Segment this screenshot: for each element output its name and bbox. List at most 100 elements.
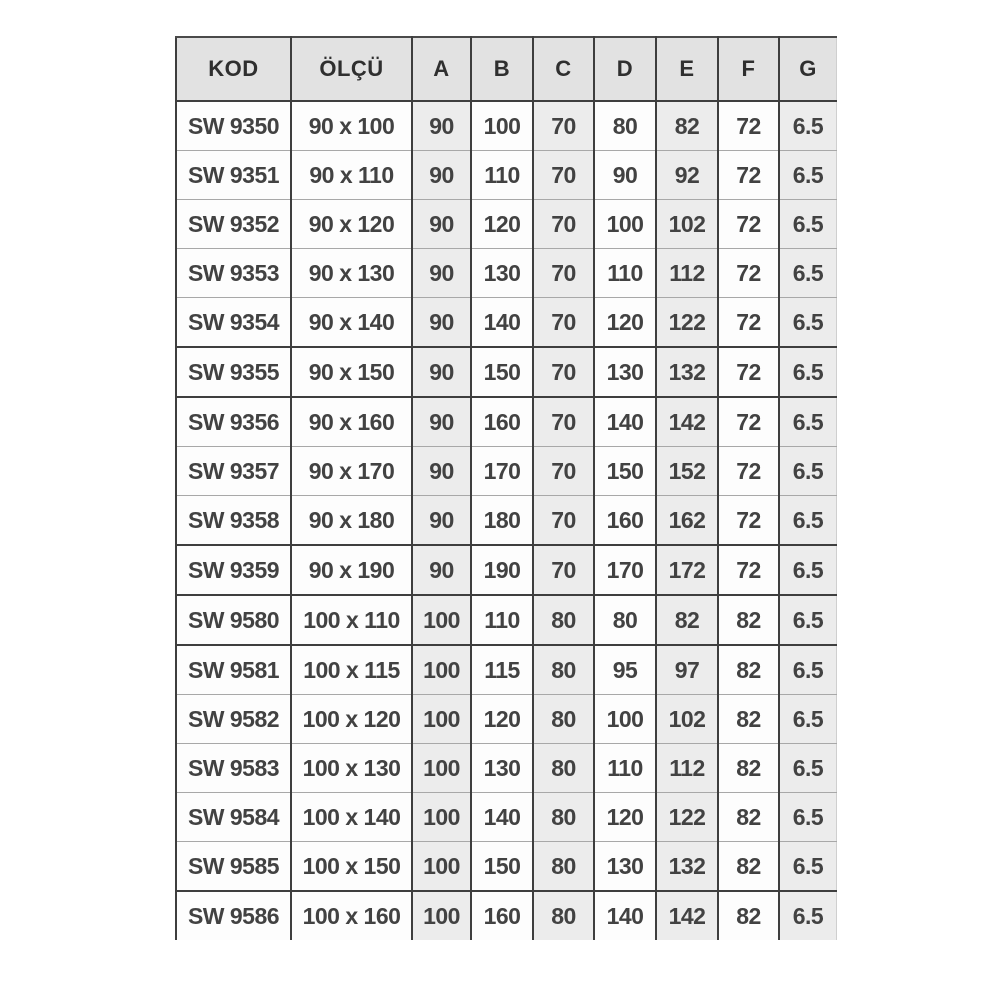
cell-e: 112 [655,248,718,298]
cell-a: 100 [411,645,471,695]
cell-c: 70 [532,101,594,151]
table-header: KOD ÖLÇÜ A B C D E F G [176,37,837,102]
cell-g: 6.5 [778,841,837,892]
cell-c: 80 [532,792,594,842]
cell-g: 6.5 [778,297,837,348]
cell-b: 160 [470,397,533,447]
cell-g: 6.5 [778,495,837,546]
cell-kod: SW 9583 [176,743,291,793]
cell-olcu: 100 x 130 [290,743,412,793]
header-cell-olcu: ÖLÇÜ [290,37,412,102]
table-row: SW 9358 90 x 180 90 180 70 160 162 72 6.5 [176,495,837,546]
cell-d: 130 [593,841,656,892]
cell-e: 92 [655,150,718,200]
cell-f: 72 [717,446,779,496]
cell-olcu: 100 x 160 [290,891,412,940]
cell-a: 100 [411,792,471,842]
cell-f: 82 [717,891,779,940]
cell-c: 80 [532,645,594,695]
cell-a: 90 [411,347,471,398]
cell-f: 82 [717,841,779,892]
cell-kod: SW 9357 [176,446,291,496]
cell-e: 142 [655,891,718,940]
cell-kod: SW 9586 [176,891,291,940]
table-row: SW 9352 90 x 120 90 120 70 100 102 72 6.5 [176,199,837,249]
cell-c: 70 [532,347,594,398]
cell-olcu: 90 x 160 [290,397,412,447]
cell-e: 142 [655,397,718,447]
cell-g: 6.5 [778,446,837,496]
header-cell-b: B [470,37,533,102]
cell-g: 6.5 [778,645,837,695]
cell-olcu: 90 x 140 [290,297,412,348]
cell-a: 90 [411,397,471,447]
cell-olcu: 100 x 150 [290,841,412,892]
table-row: SW 9354 90 x 140 90 140 70 120 122 72 6.5 [176,297,837,348]
cell-e: 152 [655,446,718,496]
cell-a: 100 [411,841,471,892]
cell-e: 162 [655,495,718,546]
cell-d: 80 [593,101,656,151]
cell-d: 95 [593,645,656,695]
cell-d: 110 [593,248,656,298]
cell-e: 122 [655,792,718,842]
cell-c: 70 [532,199,594,249]
cell-olcu: 100 x 140 [290,792,412,842]
cell-olcu: 100 x 115 [290,645,412,695]
cell-a: 90 [411,248,471,298]
cell-b: 120 [470,694,533,744]
cell-e: 122 [655,297,718,348]
table-row: SW 9583 100 x 130 100 130 80 110 112 82 6.5 [176,743,837,793]
header-cell-e: E [655,37,718,102]
cell-f: 72 [717,495,779,546]
cell-g: 6.5 [778,743,837,793]
product-spec-table: KOD ÖLÇÜ A B C D E F G SW 9350 90 x 100 90 100 70 80 8… [175,36,837,940]
table-row: SW 9356 90 x 160 90 160 70 140 142 72 6.5 [176,397,837,447]
header-cell-kod: KOD [176,37,291,102]
header-cell-f: F [717,37,779,102]
cell-e: 97 [655,645,718,695]
cell-kod: SW 9582 [176,694,291,744]
cell-olcu: 90 x 100 [290,101,412,151]
cell-kod: SW 9359 [176,545,291,596]
cell-kod: SW 9355 [176,347,291,398]
table-row: SW 9355 90 x 150 90 150 70 130 132 72 6.5 [176,347,837,398]
cell-f: 72 [717,397,779,447]
cell-a: 100 [411,694,471,744]
cell-f: 72 [717,248,779,298]
cell-g: 6.5 [778,150,837,200]
cell-d: 170 [593,545,656,596]
cell-e: 132 [655,347,718,398]
cell-kod: SW 9585 [176,841,291,892]
cell-olcu: 90 x 120 [290,199,412,249]
cell-b: 190 [470,545,533,596]
cell-c: 80 [532,891,594,940]
cell-e: 112 [655,743,718,793]
cell-b: 160 [470,891,533,940]
cell-kod: SW 9358 [176,495,291,546]
cell-g: 6.5 [778,792,837,842]
cell-g: 6.5 [778,248,837,298]
cell-g: 6.5 [778,397,837,447]
table-row: SW 9586 100 x 160 100 160 80 140 142 82 6.5 [176,891,837,940]
header-cell-a: A [411,37,471,102]
cell-b: 110 [470,150,533,200]
cell-kod: SW 9580 [176,595,291,646]
cell-a: 90 [411,545,471,596]
cell-d: 80 [593,595,656,646]
cell-a: 90 [411,101,471,151]
cell-olcu: 90 x 110 [290,150,412,200]
header-cell-c: C [532,37,594,102]
cell-g: 6.5 [778,545,837,596]
cell-f: 72 [717,297,779,348]
cell-f: 82 [717,595,779,646]
cell-d: 110 [593,743,656,793]
cell-olcu: 90 x 170 [290,446,412,496]
cell-a: 90 [411,297,471,348]
cell-g: 6.5 [778,891,837,940]
cell-d: 120 [593,792,656,842]
cell-c: 70 [532,297,594,348]
cell-b: 100 [470,101,533,151]
cell-g: 6.5 [778,347,837,398]
